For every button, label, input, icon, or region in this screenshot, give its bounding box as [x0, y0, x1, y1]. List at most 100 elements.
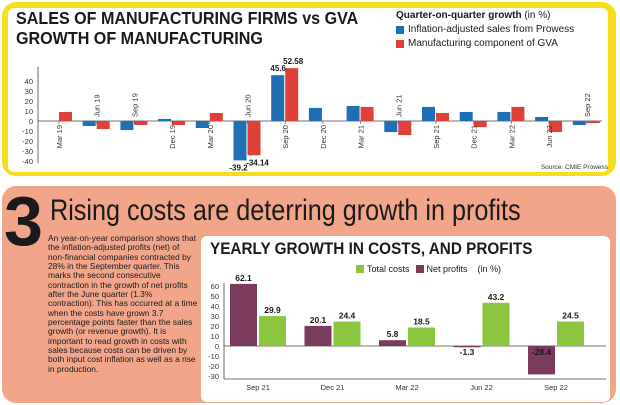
top-legend-swatch-gva: [396, 39, 404, 48]
top-bar-sales: [158, 118, 172, 121]
top-x-category-label: Dec 19: [168, 125, 177, 149]
top-bar-sales: [82, 121, 96, 127]
bottom-bar-profits: [230, 283, 257, 346]
top-x-category-label: Sep 20: [281, 125, 290, 149]
top-bar-gva: [473, 121, 487, 128]
bottom-legend-label-profits: Net profits: [426, 264, 468, 274]
top-bar-gva: [96, 121, 110, 130]
top-bar-sales: [233, 121, 247, 161]
top-y-tick-label: 10: [25, 107, 33, 116]
top-bar-sales: [271, 75, 285, 121]
bottom-y-tick-label: 0: [215, 342, 219, 351]
top-legend-title: Quarter-on-quarter growth: [396, 10, 522, 21]
top-bar-gva: [209, 112, 223, 121]
bottom-legend-label-costs: Total costs: [367, 264, 410, 274]
top-bar-gva: [172, 121, 186, 126]
section-headline: Rising costs are deterring growth in pro…: [50, 194, 521, 227]
section-number: 3: [4, 182, 43, 260]
top-bar-sales: [384, 121, 398, 133]
bottom-data-label-profits: 5.8: [387, 329, 399, 339]
top-x-category-label: Mar 19: [55, 125, 64, 148]
bottom-chart-legend: Total costs Net profits (in %): [356, 264, 501, 274]
top-y-tick-label: 30: [25, 87, 33, 96]
section-body-text: An year-on-year comparison shows that th…: [48, 233, 198, 374]
bottom-x-category-label: Mar 22: [395, 383, 418, 392]
top-bar-sales: [497, 111, 511, 121]
top-bar-sales: [346, 105, 360, 121]
bottom-y-tick-label: 50: [211, 292, 219, 301]
bottom-data-label-costs: 24.4: [339, 311, 356, 321]
bottom-data-label-profits: 20.1: [310, 315, 327, 325]
bottom-bar-costs: [482, 302, 510, 346]
bottom-y-tick-label: 30: [211, 312, 219, 321]
bottom-bar-profits: [379, 340, 406, 346]
top-legend-unit: (in %): [524, 10, 551, 21]
top-x-category-label: Jun 19: [93, 94, 102, 117]
top-x-category-label: Jun 22: [545, 125, 554, 148]
bottom-y-tick-label: 10: [211, 332, 219, 341]
top-x-category-label: Jun 21: [394, 94, 403, 117]
top-x-category-label: Dec 20: [319, 125, 328, 149]
bottom-y-tick-label: 60: [211, 282, 219, 291]
top-y-tick-label: -40: [22, 157, 33, 166]
top-bar-gva: [586, 121, 600, 124]
top-chart-title: SALES OF MANUFACTURING FIRMS vs GVA GROW…: [16, 8, 358, 48]
top-bar-sales: [572, 121, 586, 126]
bottom-bar-costs: [259, 316, 286, 346]
top-bar-gva: [247, 121, 261, 156]
top-bar-gva: [398, 121, 412, 136]
bottom-data-label-costs: 18.5: [413, 317, 430, 327]
bottom-data-label-profits: -1.3: [460, 347, 475, 357]
bottom-y-tick-label: -20: [208, 362, 219, 371]
top-x-category-label: Sep 21: [432, 125, 441, 149]
bottom-legend-swatch-costs: [356, 265, 364, 273]
top-y-tick-label: -20: [22, 137, 33, 146]
top-y-tick-label: 20: [25, 97, 33, 106]
top-bar-gva: [134, 121, 148, 126]
top-x-category-label: Mar 22: [507, 125, 516, 148]
top-data-label-sep20-sales: 45.6: [270, 64, 286, 73]
bottom-bar-costs: [333, 321, 361, 346]
top-bar-gva: [285, 68, 299, 121]
top-bar-sales: [120, 121, 134, 131]
top-x-category-label: Mar 20: [206, 125, 215, 148]
bottom-bar-costs: [408, 327, 435, 346]
bottom-legend-unit: (in %): [477, 264, 502, 274]
bottom-data-label-profits: 62.1: [235, 273, 252, 283]
top-y-tick-label: -10: [22, 127, 33, 136]
top-legend-label-sales: Inflation-adjusted sales from Prowess: [408, 24, 575, 35]
top-bar-gva: [59, 111, 72, 121]
top-x-category-label: Dec 21: [470, 125, 479, 149]
bottom-x-category-label: Sep 21: [246, 383, 270, 392]
bottom-x-category-label: Sep 22: [544, 383, 568, 392]
top-chart-title-line1: SALES OF MANUFACTURING FIRMS vs GVA: [16, 8, 359, 28]
top-y-tick-label: 0: [29, 117, 33, 126]
bottom-x-category-label: Dec 21: [321, 383, 345, 392]
bottom-legend-swatch-profits: [415, 265, 424, 273]
bottom-x-category-label: Jun 22: [470, 383, 493, 392]
top-legend-label-gva: Manufacturing component of GVA: [408, 38, 558, 49]
top-data-label-sep20-gva: 52.58: [283, 57, 304, 66]
top-x-category-label: Jun 20: [244, 94, 253, 117]
bottom-chart-title: YEARLY GROWTH IN COSTS, AND PROFITS: [210, 239, 533, 258]
bottom-bar-costs: [557, 321, 584, 346]
top-data-label-jun20-gva: -34.14: [246, 158, 269, 167]
top-bar-gva: [511, 106, 525, 121]
top-bar-gva: [549, 121, 563, 133]
bottom-bar-profits: [528, 346, 555, 375]
top-chart-legend: Quarter-on-quarter growth (in %) Inflati…: [396, 10, 574, 49]
top-x-category-label: Sep 22: [583, 93, 592, 117]
top-chart-title-line2: GROWTH OF MANUFACTURING: [16, 28, 263, 48]
top-chart-plot-area: [8, 8, 608, 172]
top-bar-sales: [459, 111, 473, 121]
bottom-bar-profits: [304, 325, 332, 346]
bottom-y-tick-label: 20: [211, 322, 219, 331]
bottom-data-label-costs: 29.9: [264, 305, 281, 315]
top-bar-sales: [195, 121, 209, 129]
top-bar-gva: [436, 112, 449, 121]
source-note: Source: CMIE Prowess: [540, 164, 608, 171]
top-bar-sales: [422, 106, 435, 121]
bottom-y-tick-label: 40: [211, 302, 219, 311]
top-bar-sales: [308, 107, 322, 121]
